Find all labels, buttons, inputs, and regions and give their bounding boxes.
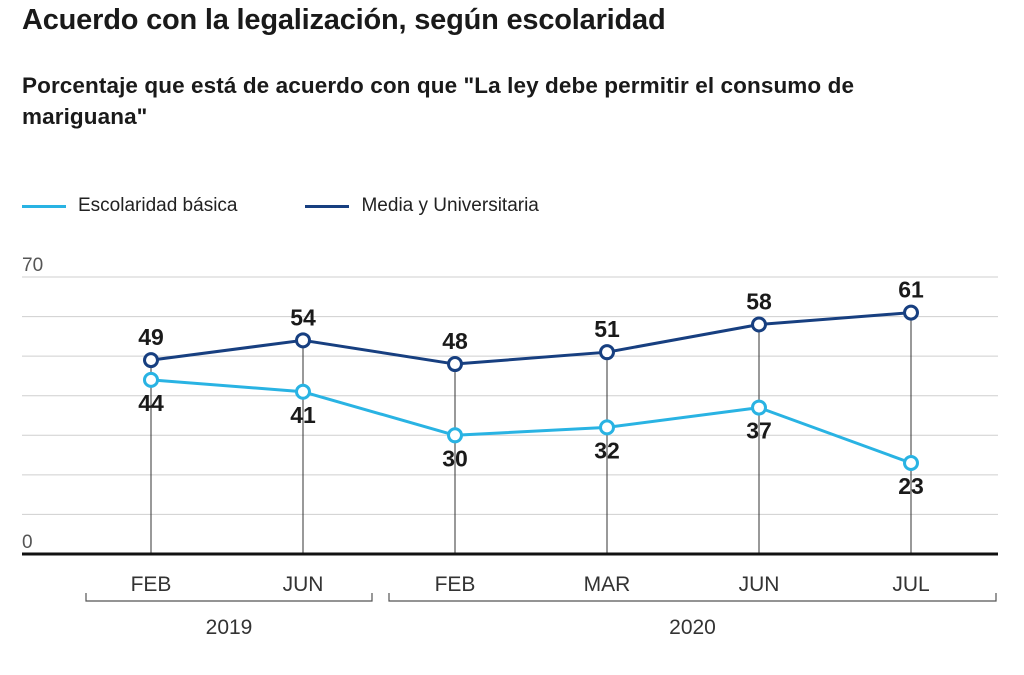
x-tick-label: MAR bbox=[584, 573, 631, 596]
data-point bbox=[751, 399, 767, 416]
data-point bbox=[751, 316, 767, 333]
data-point bbox=[447, 356, 463, 373]
y-tick-label: 70 bbox=[22, 255, 43, 276]
data-label: 54 bbox=[290, 304, 316, 330]
data-label: 37 bbox=[746, 418, 772, 444]
data-point bbox=[599, 419, 615, 436]
data-point bbox=[903, 454, 919, 471]
x-tick-label: JUN bbox=[283, 573, 324, 596]
legend-swatch-basic bbox=[22, 204, 66, 208]
data-label: 30 bbox=[442, 445, 468, 471]
data-point bbox=[447, 427, 463, 444]
data-label: 58 bbox=[746, 288, 772, 314]
year-bracket bbox=[85, 593, 373, 602]
data-point bbox=[599, 344, 615, 361]
data-point bbox=[903, 304, 919, 321]
x-tick-label: FEB bbox=[435, 573, 476, 596]
legend-item-media: Media y Universitaria bbox=[305, 195, 539, 217]
series-line-basic bbox=[150, 378, 912, 465]
data-point bbox=[295, 332, 311, 349]
data-point bbox=[143, 352, 159, 369]
legend-item-basic: Escolaridad básica bbox=[22, 195, 237, 217]
data-label: 49 bbox=[138, 324, 164, 350]
y-tick-label: 0 bbox=[22, 532, 33, 553]
year-label: 2019 bbox=[206, 616, 253, 639]
legend-label-media: Media y Universitaria bbox=[361, 195, 539, 216]
data-point bbox=[295, 383, 311, 400]
chart-title: Acuerdo con la legalización, según escol… bbox=[22, 4, 666, 36]
chart-subtitle: Porcentaje que está de acuerdo con que "… bbox=[22, 73, 855, 129]
data-point bbox=[143, 371, 159, 388]
year-label: 2020 bbox=[669, 616, 716, 639]
legend: Escolaridad básica Media y Universitaria bbox=[22, 193, 607, 219]
data-label: 44 bbox=[138, 390, 164, 416]
data-label: 48 bbox=[442, 328, 468, 354]
data-label: 61 bbox=[898, 277, 924, 303]
x-tick-label: JUL bbox=[892, 573, 929, 596]
legend-swatch-media bbox=[305, 204, 350, 208]
year-bracket bbox=[388, 593, 997, 602]
data-label: 51 bbox=[594, 316, 620, 342]
series-line-media bbox=[150, 311, 912, 366]
legend-label-basic: Escolaridad básica bbox=[78, 195, 238, 216]
data-label: 41 bbox=[290, 402, 316, 428]
data-label: 23 bbox=[898, 473, 924, 499]
x-tick-label: JUN bbox=[739, 573, 780, 596]
data-label: 32 bbox=[594, 437, 620, 463]
x-tick-label: FEB bbox=[131, 573, 172, 596]
